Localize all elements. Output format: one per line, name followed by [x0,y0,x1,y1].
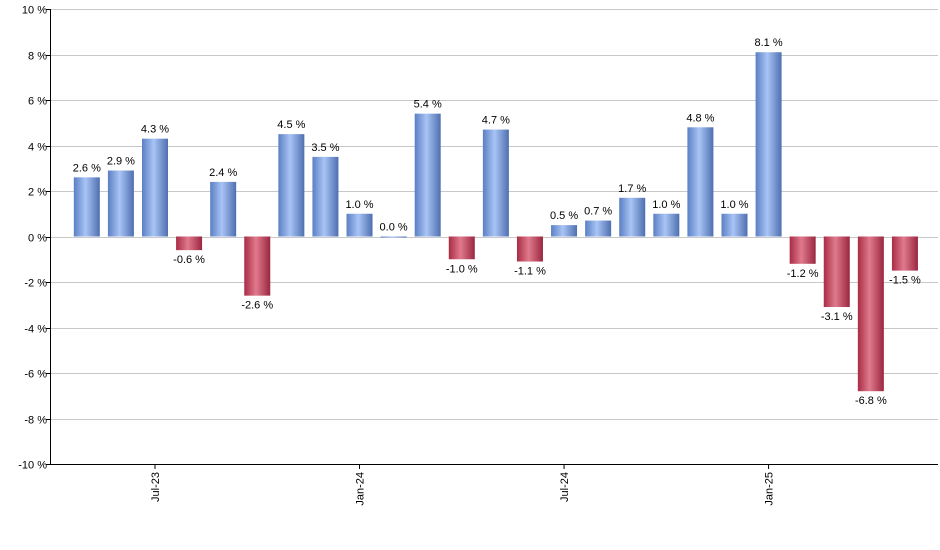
bar [141,138,168,237]
x-tick-label: Jul-24 [559,472,571,502]
y-tick-label: 6 % [28,96,47,108]
y-tick-label: 4 % [28,142,47,154]
data-label: 4.8 % [686,112,714,124]
y-tick-label: -8 % [24,415,47,427]
bar [107,170,134,237]
data-label: 2.4 % [209,167,237,179]
bar [380,236,407,238]
data-label: -2.6 % [241,300,273,312]
data-label: -6.8 % [855,395,887,407]
data-label: 0.0 % [380,222,408,234]
bar [482,129,509,237]
data-label: 4.7 % [482,115,510,127]
x-tick-label: Jan-25 [764,472,776,506]
bar [687,127,714,237]
y-tick-label: 2 % [28,187,47,199]
bar [516,236,543,262]
y-tick-label: -10 % [18,460,47,472]
y-tick-label: 0 % [28,233,47,245]
data-labels: 2.6 % 2.9 % 4.3 % -0.6 % 2.4 % -2.6 % 4.5 % 3.5… [73,37,921,407]
data-label: 3.5 % [311,142,339,154]
bar [312,156,339,237]
data-label: -0.6 % [173,254,205,266]
data-label: 0.7 % [584,206,612,218]
bar [585,220,612,237]
x-tick-label: Jul-23 [150,472,162,502]
bar [721,213,748,237]
data-label: -1.0 % [446,263,478,275]
data-label: 0.5 % [550,210,578,222]
data-label: -1.1 % [514,266,546,278]
bar [73,177,100,237]
bars [73,52,918,392]
axes: 10 % 8 % 6 % 4 % 2 % 0 % -2 % -4 % -6 % -8 % -10 %… [18,5,938,506]
bar [448,236,475,260]
y-tick-label: -6 % [24,369,47,381]
bar [176,236,203,251]
data-label: 2.9 % [107,156,135,168]
y-tick-label: 8 % [28,51,47,63]
bar [210,181,237,237]
data-label: -1.2 % [787,268,819,280]
bar [891,236,918,271]
data-label: 4.3 % [141,124,169,136]
bar [551,225,578,237]
x-tick-label: Jan-24 [355,472,367,506]
bar [619,197,646,237]
y-tick-label: 10 % [22,5,47,17]
data-label: 8.1 % [755,37,783,49]
bar [414,113,441,237]
data-label: -1.5 % [889,275,921,287]
data-label: 5.4 % [414,99,442,111]
data-label: -3.1 % [821,311,853,323]
bar [346,213,373,237]
data-label: 1.0 % [652,199,680,211]
bar [278,134,305,237]
bar [789,236,816,264]
y-tick-label: -4 % [24,324,47,336]
bar [857,236,884,392]
bar [755,52,782,237]
data-label: 1.0 % [720,199,748,211]
y-tick-label: -2 % [24,278,47,290]
data-label: 1.7 % [618,183,646,195]
bar [823,236,850,308]
data-label: 2.6 % [73,162,101,174]
data-label: 4.5 % [277,119,305,131]
bar [653,213,680,237]
bar [244,236,271,296]
data-label: 1.0 % [345,199,373,211]
